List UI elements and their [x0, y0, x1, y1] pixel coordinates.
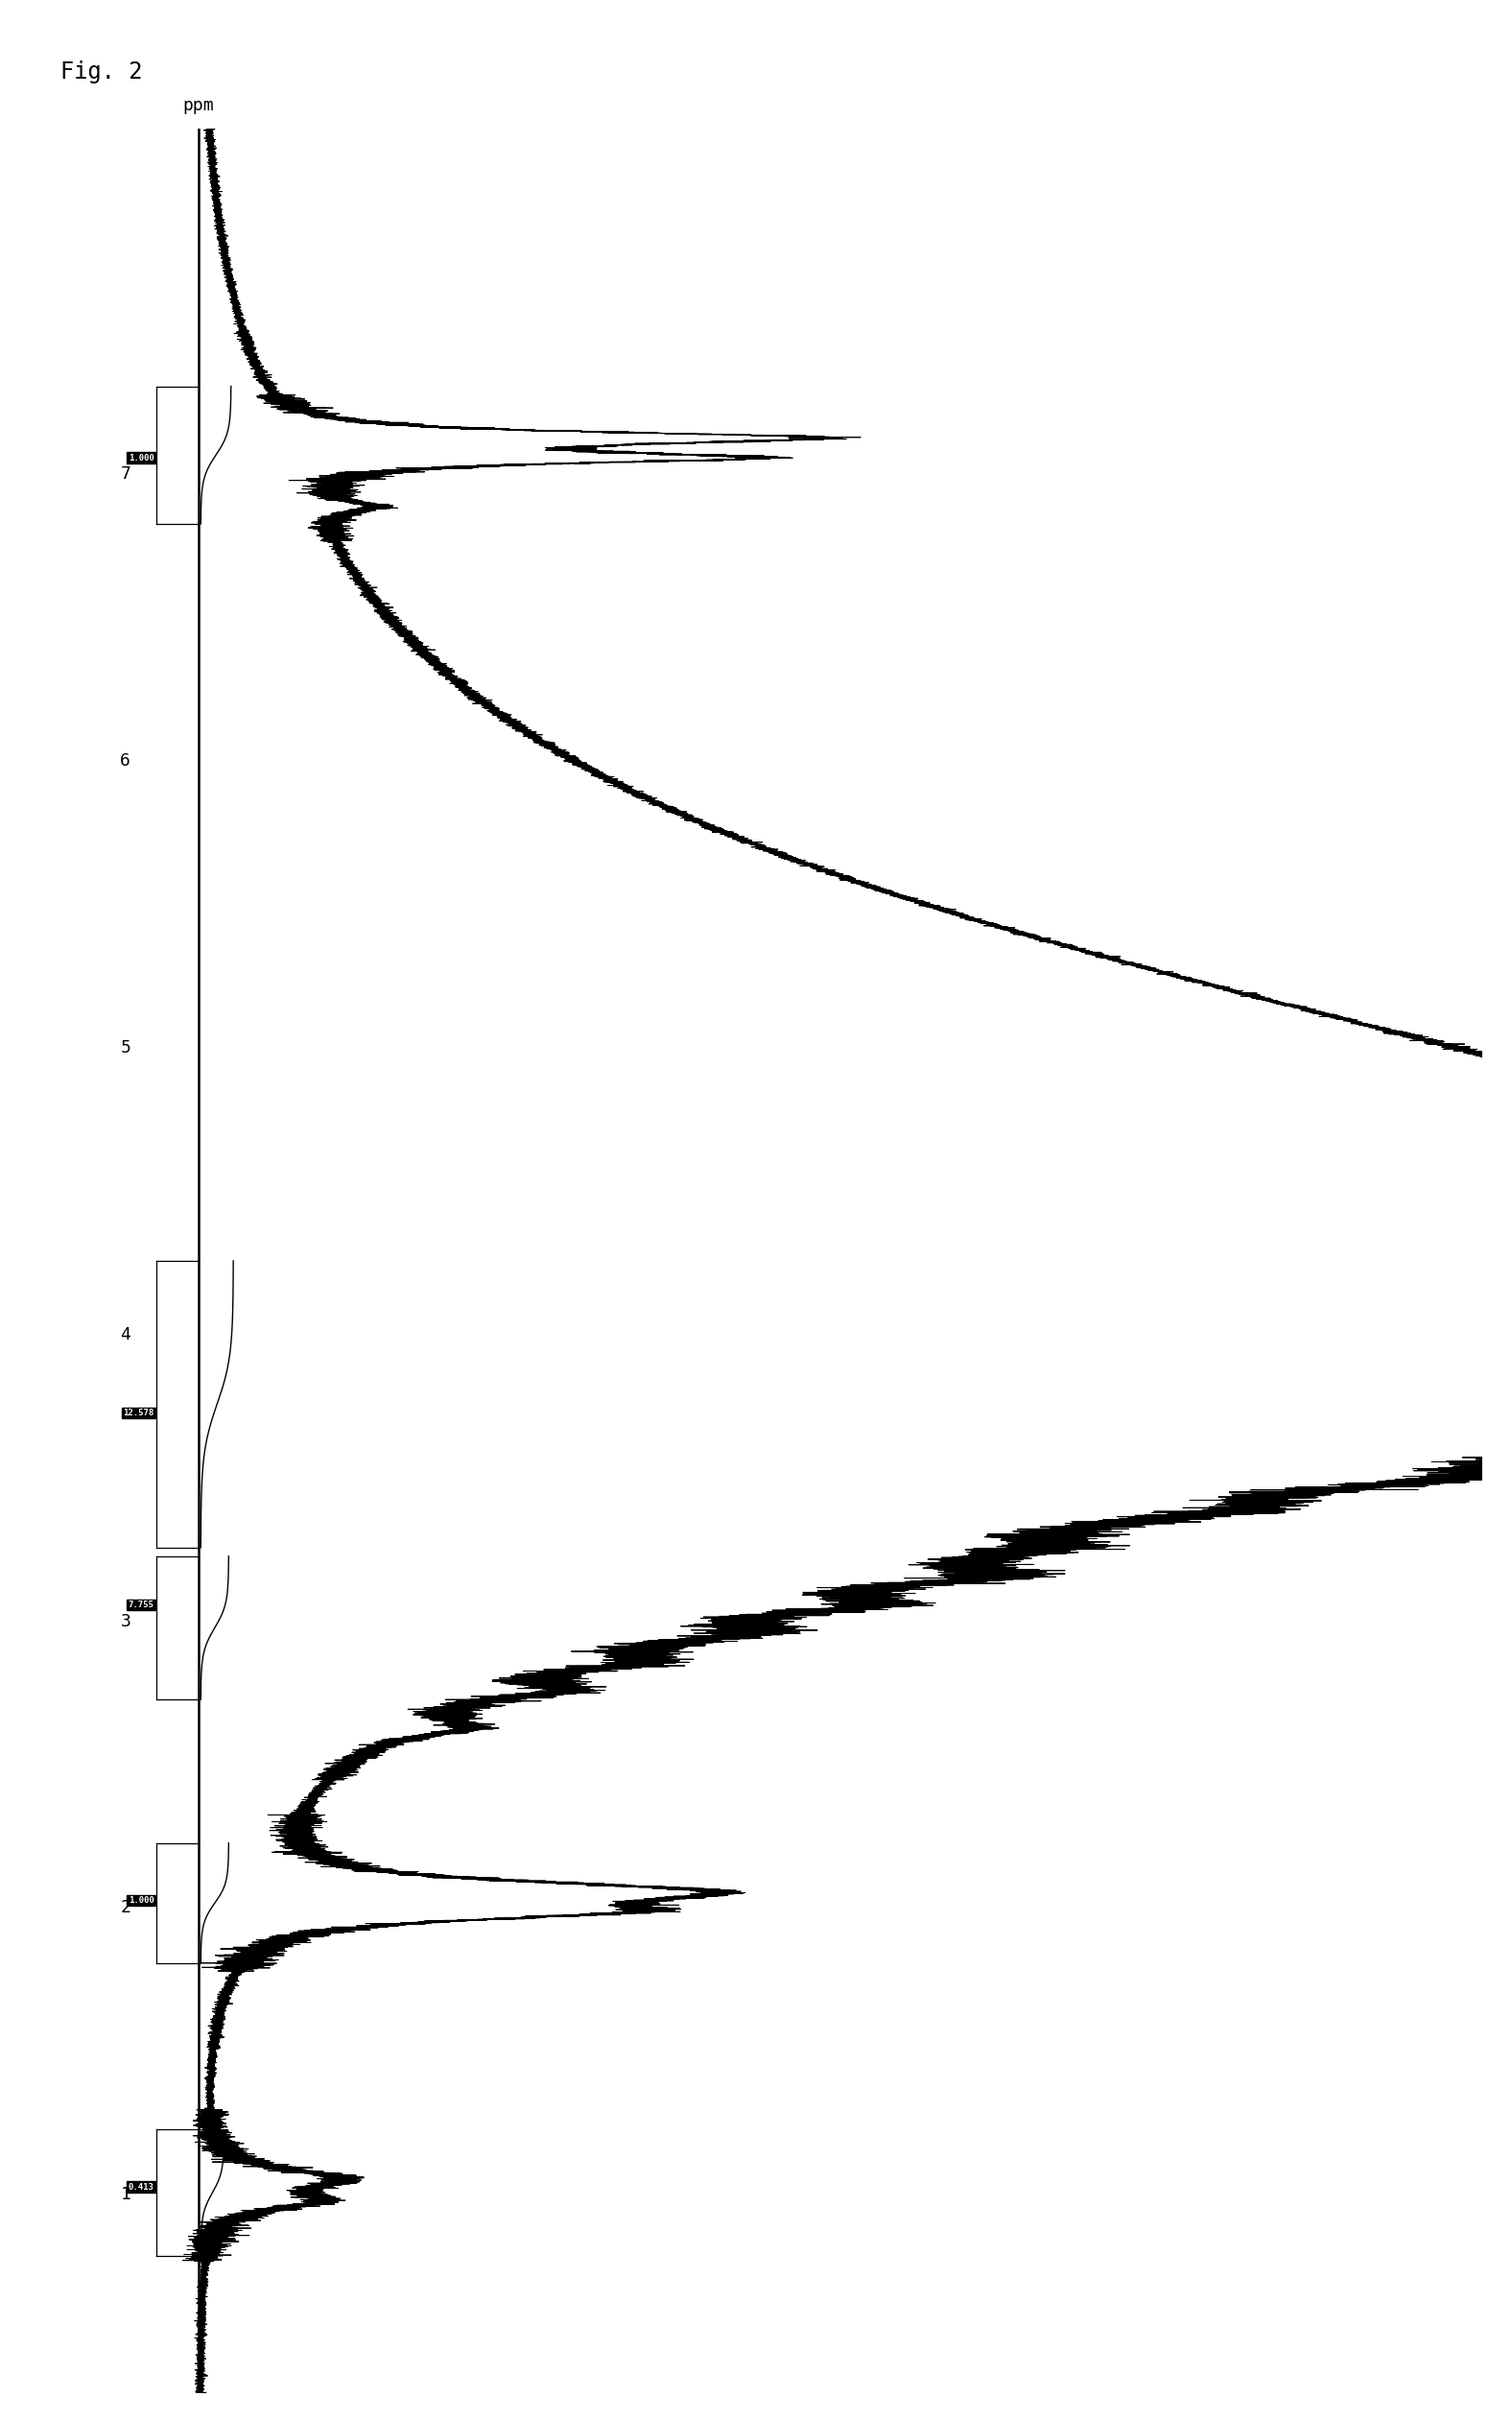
- Text: 7.755: 7.755: [129, 1600, 154, 1609]
- Text: 0.413: 0.413: [129, 2183, 154, 2193]
- Text: ppm: ppm: [183, 97, 215, 114]
- Text: Fig. 2: Fig. 2: [60, 61, 142, 85]
- Text: 1.000: 1.000: [129, 1895, 154, 1905]
- Text: 1.000: 1.000: [129, 453, 154, 462]
- Text: 12.578: 12.578: [122, 1408, 154, 1418]
